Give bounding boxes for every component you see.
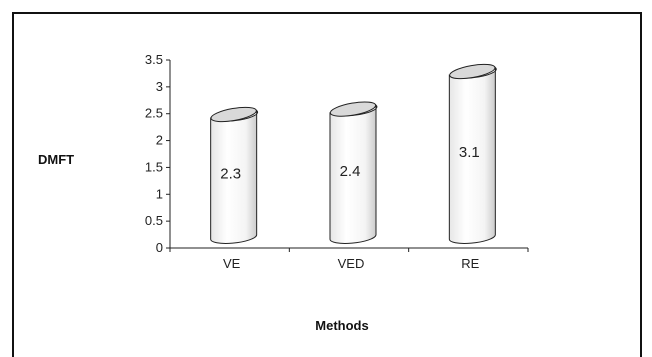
y-tick-label: 1 (156, 186, 163, 201)
y-tick-label: 3.5 (145, 52, 163, 67)
y-tick-label: 2.5 (145, 106, 163, 121)
y-tick-label: 2 (156, 133, 163, 148)
bar-re: 3.1 (448, 63, 497, 244)
chart: DMFT Methods 0 0.5 1 1.5 2 2.5 3 3.5 VE VED RE 2.… (38, 52, 529, 333)
bar-ved: 2.4 (329, 101, 378, 244)
bar-top (449, 63, 496, 80)
x-axis-label: Methods (315, 318, 368, 333)
y-tick-label: 1.5 (145, 159, 163, 174)
data-label: 2.4 (340, 163, 361, 180)
y-axis-label: DMFT (38, 152, 74, 167)
data-label: 3.1 (459, 144, 480, 161)
bars: 2.3 2.4 3.1 (210, 63, 497, 244)
bar-top (329, 101, 377, 117)
x-axis: VE VED RE (169, 247, 529, 271)
chart-frame (12, 12, 642, 357)
bar-ve: 2.3 (210, 106, 259, 244)
x-tick-label: VED (338, 256, 365, 271)
x-tick-label: RE (461, 256, 479, 271)
y-tick-label: 0.5 (145, 213, 163, 228)
data-label: 2.3 (220, 166, 241, 183)
y-tick-label: 3 (156, 79, 163, 94)
y-tick-label: 0 (156, 240, 163, 255)
y-axis: 0 0.5 1 1.5 2 2.5 3 3.5 (145, 52, 171, 255)
x-tick-label: VE (223, 256, 241, 271)
bar-top (210, 106, 257, 123)
